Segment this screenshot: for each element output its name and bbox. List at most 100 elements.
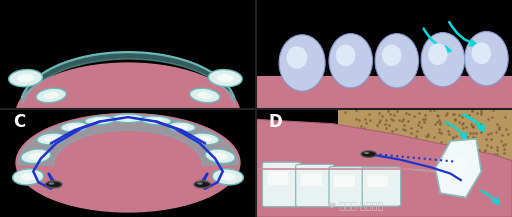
Point <box>399 123 408 127</box>
Point <box>469 161 477 165</box>
Point <box>463 146 471 149</box>
Ellipse shape <box>212 169 243 185</box>
Ellipse shape <box>36 88 67 103</box>
Point <box>483 143 491 147</box>
Point <box>357 130 366 134</box>
Point <box>493 171 501 174</box>
Point <box>358 152 367 155</box>
Point <box>340 132 348 136</box>
Ellipse shape <box>472 42 491 64</box>
Point <box>360 140 368 144</box>
Point <box>466 131 475 135</box>
Point <box>350 132 358 135</box>
Point <box>426 108 434 112</box>
Point <box>396 141 404 145</box>
Point <box>434 114 442 118</box>
Ellipse shape <box>120 116 136 120</box>
Point <box>340 110 349 114</box>
Point <box>449 135 457 139</box>
Point <box>386 146 394 150</box>
Point <box>381 136 389 139</box>
Point <box>457 150 465 154</box>
Point <box>347 128 355 132</box>
Point <box>386 112 394 115</box>
Point <box>472 131 480 135</box>
Point <box>468 118 476 121</box>
Point <box>399 141 408 145</box>
Point <box>411 163 419 167</box>
Point <box>376 169 385 173</box>
Ellipse shape <box>287 46 307 69</box>
FancyBboxPatch shape <box>267 171 289 185</box>
Point <box>410 114 418 118</box>
Point <box>477 110 485 114</box>
Point <box>488 115 496 119</box>
FancyBboxPatch shape <box>368 175 388 187</box>
Ellipse shape <box>197 92 212 99</box>
Circle shape <box>49 182 54 185</box>
Point <box>461 161 470 164</box>
Point <box>340 137 348 141</box>
Point <box>504 133 512 136</box>
Point <box>413 129 421 133</box>
Point <box>501 142 509 146</box>
Ellipse shape <box>44 136 58 142</box>
Point <box>414 123 422 127</box>
Point <box>364 164 372 168</box>
Point <box>356 143 365 146</box>
Ellipse shape <box>17 74 34 82</box>
Point <box>487 158 496 161</box>
Point <box>456 142 464 146</box>
Point <box>500 147 508 151</box>
Point <box>446 142 455 145</box>
Point <box>435 130 443 133</box>
Point <box>387 117 395 120</box>
Point <box>340 159 349 162</box>
Point <box>416 163 424 167</box>
Point <box>337 161 346 164</box>
Point <box>355 118 363 122</box>
Ellipse shape <box>13 169 44 185</box>
Point <box>358 155 366 158</box>
Point <box>424 134 432 138</box>
Polygon shape <box>18 115 238 165</box>
Point <box>412 134 420 138</box>
Point <box>384 109 392 113</box>
Ellipse shape <box>148 118 164 123</box>
Point <box>424 133 433 136</box>
Point <box>495 125 503 128</box>
FancyBboxPatch shape <box>256 76 512 108</box>
Point <box>462 157 471 160</box>
Point <box>430 108 438 112</box>
Point <box>450 112 458 116</box>
Ellipse shape <box>15 113 241 213</box>
Point <box>390 114 398 117</box>
Point <box>352 109 360 112</box>
Circle shape <box>361 151 376 157</box>
Point <box>448 144 456 147</box>
Point <box>473 121 481 124</box>
Point <box>500 165 508 168</box>
Point <box>445 132 453 136</box>
Point <box>454 167 462 171</box>
Point <box>395 118 403 122</box>
Ellipse shape <box>20 173 36 181</box>
Point <box>407 127 415 130</box>
Point <box>430 161 438 164</box>
Circle shape <box>194 181 210 188</box>
Point <box>419 162 428 165</box>
Point <box>406 155 414 158</box>
Point <box>443 111 451 115</box>
Point <box>469 125 477 129</box>
Point <box>452 134 460 138</box>
Polygon shape <box>435 139 481 197</box>
Point <box>354 168 362 172</box>
Point <box>468 109 476 112</box>
Ellipse shape <box>212 153 228 160</box>
Point <box>484 132 493 135</box>
Ellipse shape <box>28 153 44 160</box>
Ellipse shape <box>217 74 234 82</box>
Point <box>399 141 407 145</box>
Point <box>467 169 475 173</box>
Point <box>375 111 383 115</box>
